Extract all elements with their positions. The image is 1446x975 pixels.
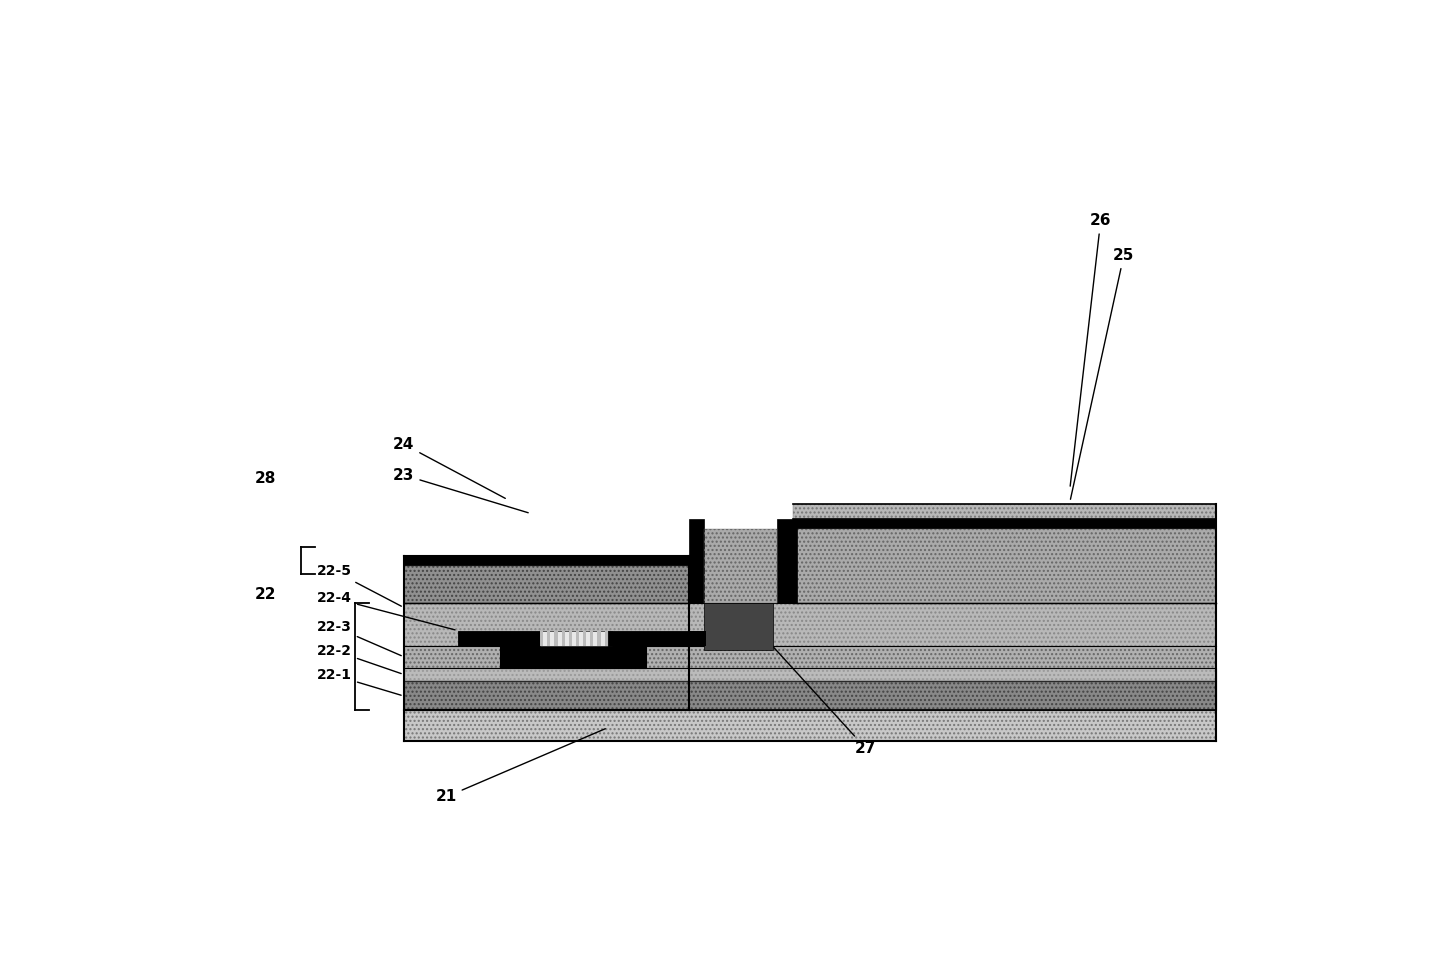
Bar — [554, 631, 558, 646]
Text: 27: 27 — [749, 619, 876, 756]
Bar — [403, 668, 1216, 682]
Text: 28: 28 — [254, 471, 276, 487]
Bar — [403, 603, 1216, 646]
Bar — [561, 631, 565, 646]
Bar — [568, 631, 573, 646]
Bar — [541, 631, 544, 646]
Text: 22-3: 22-3 — [317, 620, 402, 655]
Bar — [704, 519, 778, 603]
Bar — [403, 710, 1216, 741]
Bar — [403, 682, 1216, 710]
Bar — [583, 631, 586, 646]
Bar — [458, 631, 542, 646]
Text: 22-2: 22-2 — [317, 644, 401, 674]
Bar — [576, 631, 580, 646]
Bar — [792, 519, 1216, 529]
Text: 25: 25 — [1070, 248, 1135, 499]
Bar — [597, 631, 600, 646]
Bar — [688, 519, 704, 603]
Bar — [792, 529, 1216, 603]
Bar — [690, 631, 706, 646]
Bar — [704, 529, 778, 603]
Text: 22-5: 22-5 — [317, 565, 402, 606]
Bar — [403, 566, 688, 603]
Bar — [403, 710, 1216, 741]
Bar — [704, 603, 774, 650]
Bar — [403, 646, 1216, 668]
Text: 24: 24 — [393, 437, 505, 498]
Text: 22: 22 — [254, 587, 276, 602]
Bar — [403, 556, 688, 566]
Bar — [792, 503, 1216, 519]
Bar — [403, 646, 1216, 668]
Bar — [590, 631, 593, 646]
Bar — [547, 631, 551, 646]
Bar — [792, 503, 1216, 519]
Bar — [500, 646, 646, 668]
Bar — [792, 529, 1216, 603]
Text: 22-1: 22-1 — [317, 668, 401, 695]
Bar — [704, 529, 778, 603]
Text: 26: 26 — [1070, 214, 1112, 487]
Text: 23: 23 — [393, 468, 528, 513]
Bar — [403, 603, 1216, 646]
Bar — [778, 519, 797, 603]
Bar — [403, 566, 688, 603]
Bar — [403, 668, 1216, 682]
Bar — [541, 631, 612, 646]
Bar — [604, 631, 607, 646]
Bar — [403, 682, 1216, 710]
Text: 21: 21 — [435, 728, 606, 804]
Bar — [607, 631, 723, 646]
Text: 22-4: 22-4 — [317, 591, 455, 630]
